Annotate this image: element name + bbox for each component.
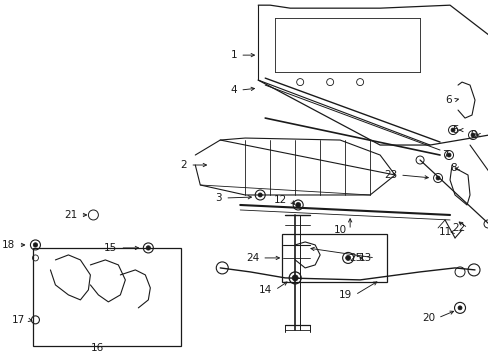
- Text: 2: 2: [180, 160, 187, 170]
- Text: 3: 3: [215, 193, 222, 203]
- Circle shape: [146, 246, 150, 250]
- Text: 15: 15: [104, 243, 117, 253]
- Text: 8: 8: [449, 163, 456, 173]
- Circle shape: [258, 193, 262, 197]
- Text: 6: 6: [445, 95, 451, 105]
- Text: 25: 25: [348, 253, 362, 263]
- Text: 18: 18: [2, 240, 16, 250]
- Text: 1: 1: [230, 50, 237, 60]
- Text: 16: 16: [91, 343, 104, 353]
- Circle shape: [33, 243, 38, 247]
- Circle shape: [446, 153, 450, 157]
- Circle shape: [450, 128, 454, 132]
- Circle shape: [470, 133, 474, 137]
- Text: 13: 13: [358, 253, 371, 263]
- Bar: [282, 234, 386, 282]
- Bar: [33, 248, 181, 346]
- Text: 10: 10: [333, 225, 346, 235]
- Circle shape: [345, 256, 350, 260]
- Circle shape: [435, 176, 439, 180]
- Text: 21: 21: [64, 210, 77, 220]
- Circle shape: [292, 275, 298, 281]
- Text: 5: 5: [451, 125, 458, 135]
- Text: 22: 22: [451, 223, 464, 233]
- Text: 12: 12: [273, 195, 286, 205]
- Text: 9: 9: [469, 130, 476, 140]
- Text: 23: 23: [383, 170, 396, 180]
- Text: 11: 11: [438, 227, 451, 237]
- Text: 4: 4: [230, 85, 237, 95]
- Text: 7: 7: [442, 150, 448, 160]
- Text: 19: 19: [338, 290, 351, 300]
- Text: 20: 20: [421, 313, 434, 323]
- Text: 14: 14: [259, 285, 272, 295]
- Text: 17: 17: [12, 315, 25, 325]
- Text: 24: 24: [245, 253, 259, 263]
- Circle shape: [457, 306, 461, 310]
- Circle shape: [295, 202, 300, 207]
